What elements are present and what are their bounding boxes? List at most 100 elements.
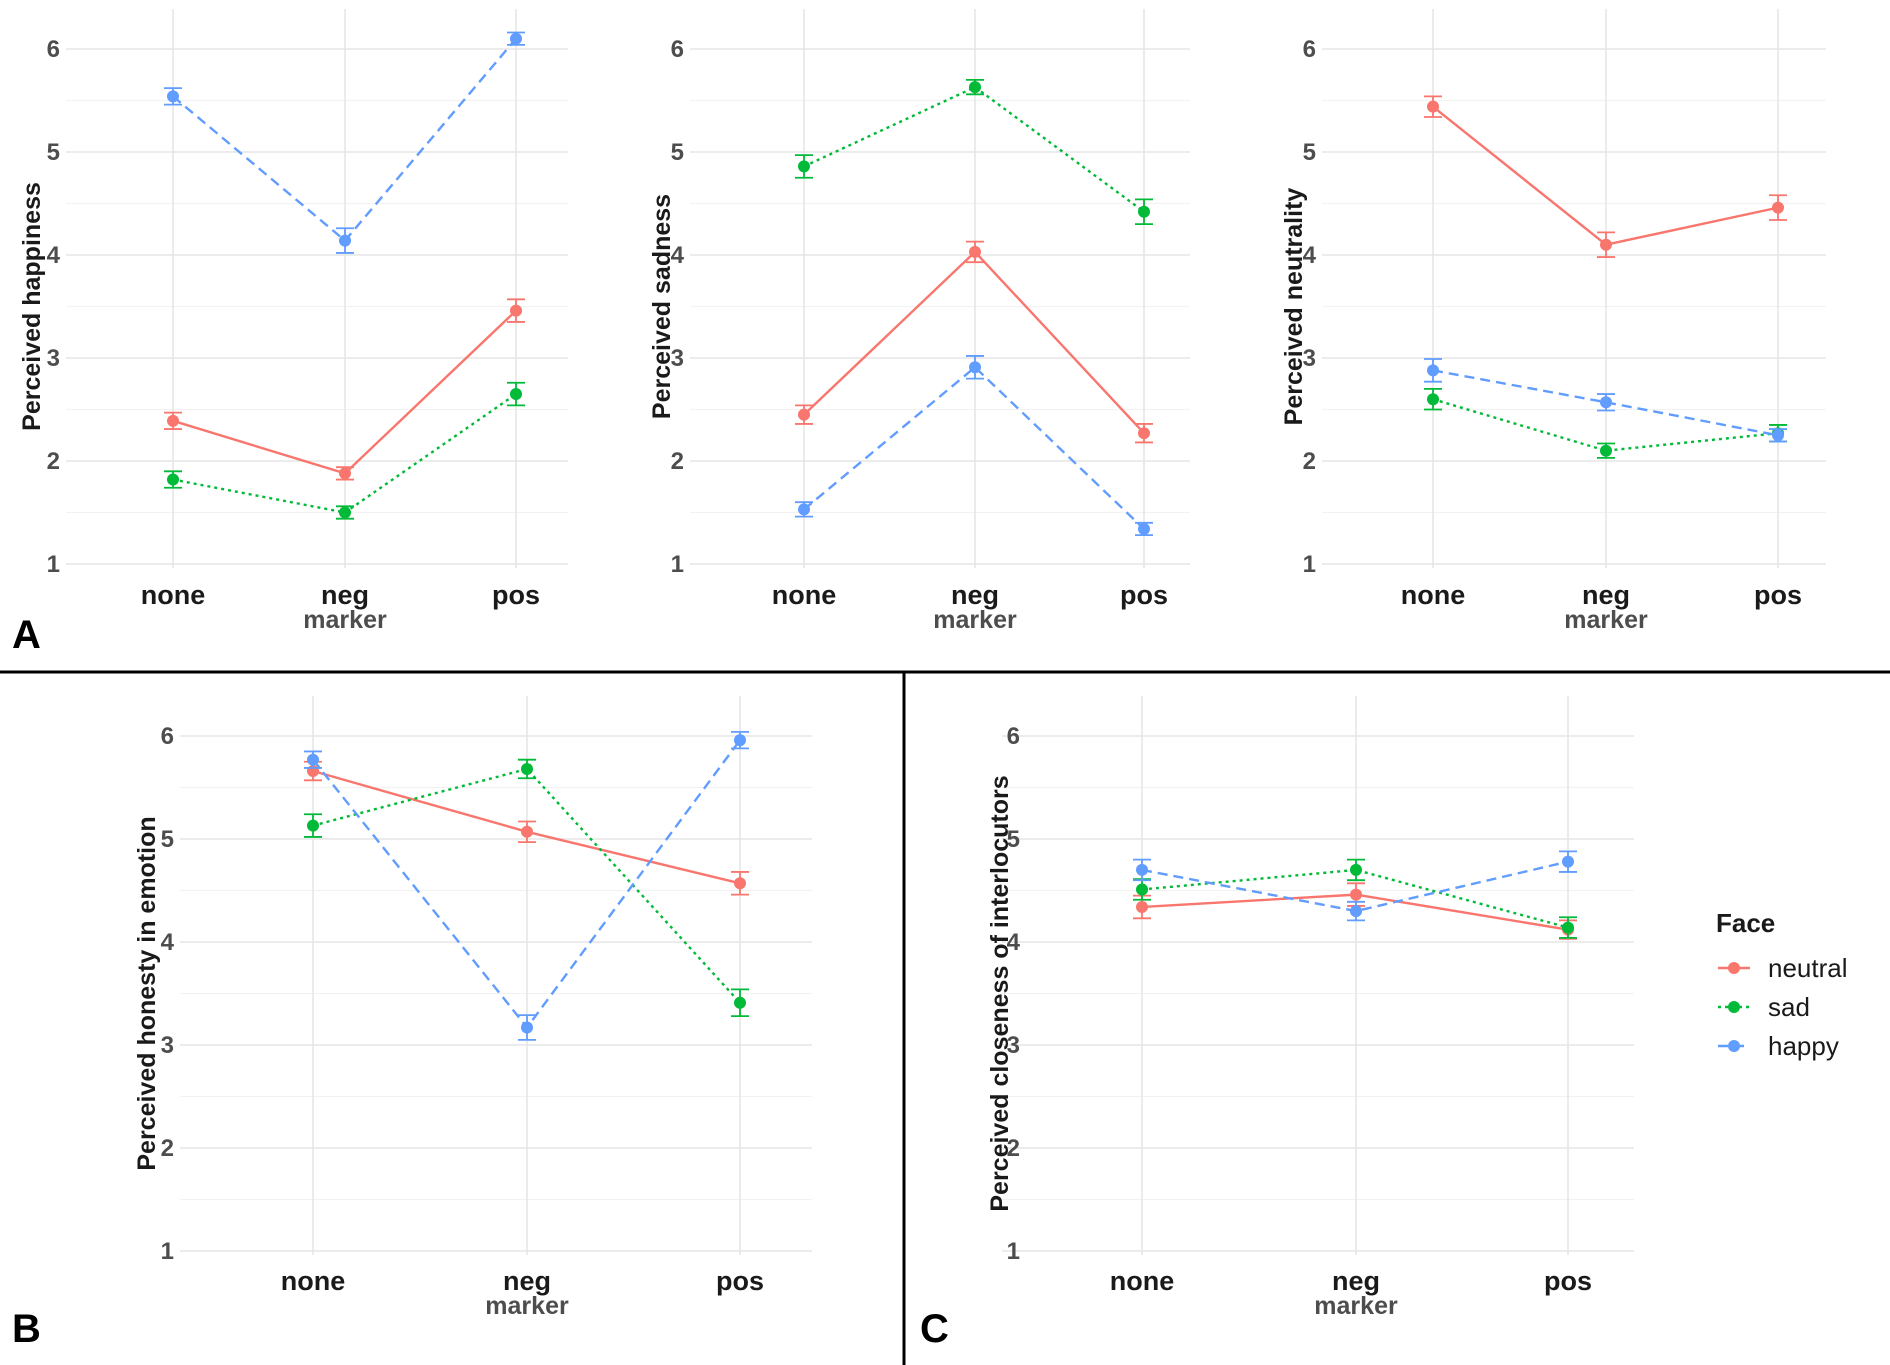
y-tick-label: 3 <box>47 345 60 372</box>
data-point-neutral <box>521 825 533 838</box>
y-tick-label: 3 <box>1007 1032 1020 1059</box>
y-tick-label: 6 <box>1303 36 1316 63</box>
x-tick-label: pos <box>716 1266 764 1296</box>
x-axis-title: marker <box>1564 606 1648 634</box>
panel-label-a: A <box>12 613 41 657</box>
legend-title: Face <box>1716 908 1775 938</box>
legend-key-point-sad <box>1728 1001 1740 1013</box>
data-point-sad <box>167 473 179 486</box>
data-point-neutral <box>734 877 746 890</box>
y-tick-label: 1 <box>1007 1238 1020 1265</box>
x-tick-label: none <box>772 580 837 610</box>
data-point-happy <box>1772 429 1784 442</box>
x-axis-title: marker <box>1314 1292 1398 1320</box>
x-tick-label: pos <box>492 580 540 610</box>
data-point-sad <box>969 81 981 94</box>
data-point-neutral <box>798 408 810 421</box>
x-tick-label: pos <box>1120 580 1168 610</box>
data-point-happy <box>510 32 522 45</box>
y-tick-label: 6 <box>1007 723 1020 750</box>
y-tick-label: 2 <box>671 448 684 475</box>
x-tick-label: neg <box>1582 580 1630 610</box>
data-point-happy <box>521 1021 533 1034</box>
y-axis-title: Perceived happiness <box>18 182 46 431</box>
y-tick-label: 2 <box>161 1135 174 1162</box>
legend-label-happy: happy <box>1768 1031 1839 1061</box>
data-point-happy <box>307 753 319 766</box>
data-point-sad <box>1350 863 1362 876</box>
series-line-happy <box>803 365 1145 530</box>
x-axis-title: marker <box>303 606 387 634</box>
y-tick-label: 5 <box>1303 139 1316 166</box>
series-line-happy <box>1432 369 1779 437</box>
x-tick-label: none <box>1110 1266 1175 1296</box>
data-point-neutral <box>339 467 351 480</box>
series-line-sad <box>803 85 1145 213</box>
chart-closeness: 1 2 3 4 5 6 none neg pos marker Perceived closenes… <box>986 696 1634 1320</box>
chart-sadness: 1 2 3 4 5 6 none neg pos marker Perceived sadness <box>648 9 1190 634</box>
x-tick-label: pos <box>1754 580 1802 610</box>
data-point-sad <box>1136 883 1148 896</box>
data-point-neutral <box>167 414 179 427</box>
data-point-neutral <box>510 304 522 317</box>
data-point-neutral <box>1350 888 1362 901</box>
data-point-happy <box>1427 364 1439 377</box>
y-tick-label: 1 <box>47 551 60 578</box>
y-tick-label: 1 <box>1303 551 1316 578</box>
data-point-neutral <box>969 245 981 258</box>
data-point-happy <box>1138 522 1150 535</box>
y-tick-label: 2 <box>1303 448 1316 475</box>
data-point-sad <box>1562 921 1574 934</box>
x-tick-label: pos <box>1544 1266 1592 1296</box>
data-point-happy <box>734 734 746 747</box>
data-point-happy <box>1350 905 1362 918</box>
data-point-happy <box>1600 396 1612 409</box>
data-point-sad <box>510 388 522 401</box>
y-tick-label: 4 <box>161 929 175 956</box>
data-point-happy <box>1136 863 1148 876</box>
data-point-neutral <box>1138 427 1150 440</box>
legend-item-sad: sad <box>1718 992 1810 1022</box>
legend-key-point-neutral <box>1728 962 1740 974</box>
data-point-neutral <box>1427 100 1439 113</box>
legend-key-point-happy <box>1728 1040 1740 1052</box>
y-tick-label: 1 <box>161 1238 174 1265</box>
data-point-sad <box>307 819 319 832</box>
legend-item-happy: happy <box>1718 1031 1839 1061</box>
y-axis-title: Perceived closeness of interlocutors <box>986 775 1014 1211</box>
y-tick-label: 3 <box>671 345 684 372</box>
legend: Face neutral sad happy <box>1716 908 1848 1061</box>
y-tick-label: 6 <box>671 36 684 63</box>
y-tick-label: 5 <box>161 826 174 853</box>
chart-happiness: 1 2 3 4 5 6 none neg pos marker Perceived happines… <box>18 9 568 634</box>
data-point-sad <box>1138 205 1150 218</box>
data-point-neutral <box>1600 238 1612 251</box>
x-tick-label: none <box>1401 580 1466 610</box>
y-tick-label: 3 <box>161 1032 174 1059</box>
data-point-neutral <box>1136 900 1148 913</box>
x-axis-title: marker <box>485 1292 569 1320</box>
y-tick-label: 4 <box>1303 242 1317 269</box>
legend-label-sad: sad <box>1768 992 1810 1022</box>
data-point-sad <box>1600 444 1612 457</box>
legend-item-neutral: neutral <box>1718 953 1848 983</box>
x-tick-label: neg <box>951 580 999 610</box>
series-line-neutral <box>803 250 1145 435</box>
x-tick-label: neg <box>1332 1266 1380 1296</box>
y-tick-label: 4 <box>1007 929 1021 956</box>
y-axis-title: Perceived honesty in emotion <box>133 816 161 1170</box>
y-axis-title: Perceived neutrality <box>1280 188 1308 426</box>
data-point-happy <box>167 90 179 103</box>
x-axis-title: marker <box>933 606 1017 634</box>
y-tick-label: 4 <box>671 242 685 269</box>
series-line-sad <box>1432 398 1779 452</box>
data-point-sad <box>734 996 746 1009</box>
data-point-sad <box>521 762 533 775</box>
y-tick-label: 5 <box>671 139 684 166</box>
data-point-sad <box>1427 393 1439 406</box>
y-tick-label: 5 <box>1007 826 1020 853</box>
y-tick-label: 3 <box>1303 345 1316 372</box>
data-point-happy <box>969 361 981 374</box>
y-tick-label: 6 <box>161 723 174 750</box>
